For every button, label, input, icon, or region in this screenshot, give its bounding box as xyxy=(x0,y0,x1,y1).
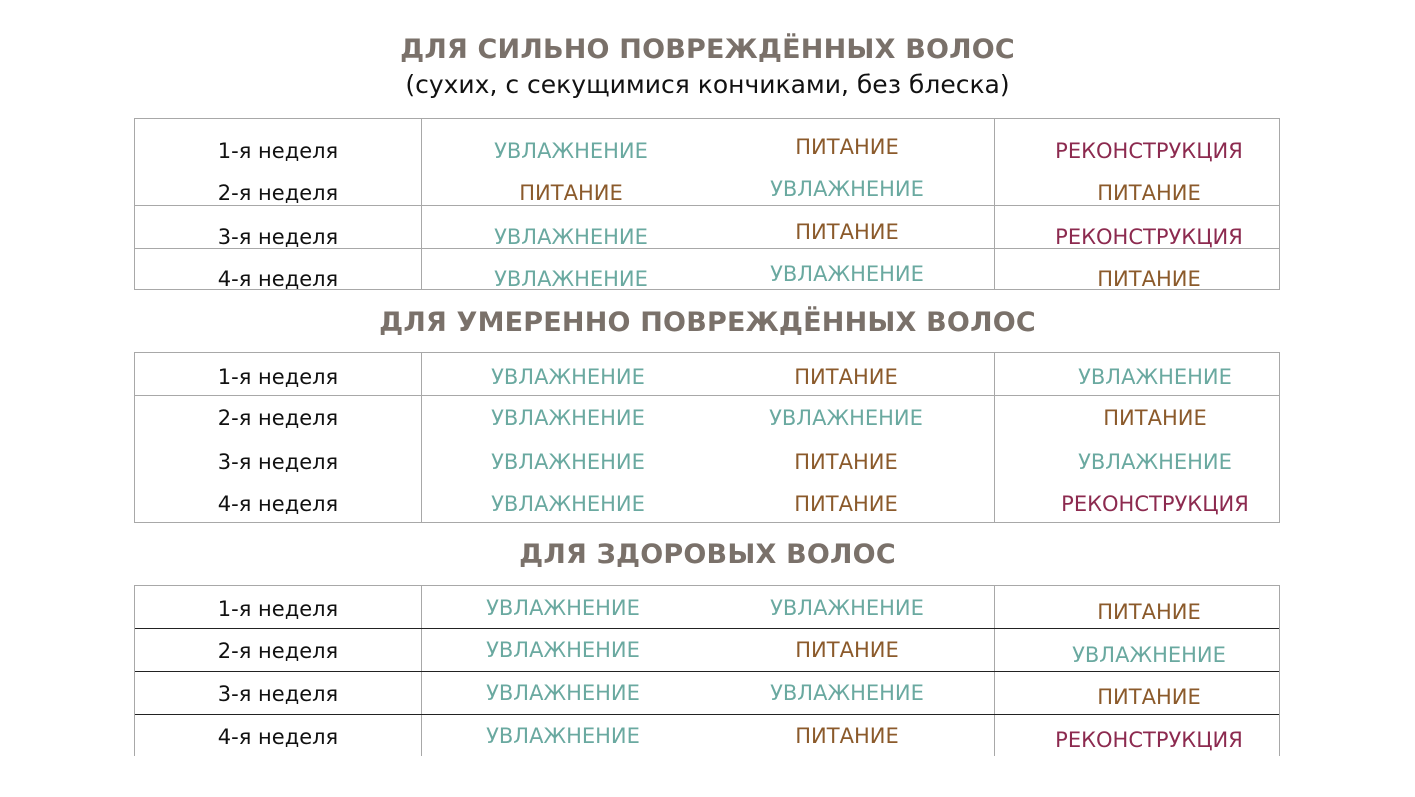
treatment-nutrition: ПИТАНИЕ xyxy=(794,365,898,389)
week-label: 4-я неделя xyxy=(217,492,339,516)
treatment-moisturizing: УВЛАЖНЕНИЕ xyxy=(770,262,924,286)
treatment-moisturizing: УВЛАЖНЕНИЕ xyxy=(494,267,648,291)
treatment-moisturizing: УВЛАЖНЕНИЕ xyxy=(1072,643,1226,667)
week-label: 3-я неделя xyxy=(217,225,339,249)
row-divider xyxy=(135,395,1279,396)
treatment-moisturizing: УВЛАЖНЕНИЕ xyxy=(486,638,640,662)
treatment-reconstruction: РЕКОНСТРУКЦИЯ xyxy=(1061,492,1249,516)
treatment-moisturizing: УВЛАЖНЕНИЕ xyxy=(769,406,923,430)
section-subtitle: (сухих, с секущимися кончиками, без блес… xyxy=(405,70,1010,99)
treatment-nutrition: ПИТАНИЕ xyxy=(1097,600,1201,624)
week-label: 4-я неделя xyxy=(217,267,339,291)
treatment-nutrition: ПИТАНИЕ xyxy=(795,135,899,159)
column-divider xyxy=(421,353,422,522)
row-divider xyxy=(135,248,1279,249)
section-title: ДЛЯ УМЕРЕННО ПОВРЕЖДЁННЫХ ВОЛОС xyxy=(379,307,1036,338)
row-divider xyxy=(135,714,1279,715)
week-label: 2-я неделя xyxy=(217,181,339,205)
section-title: ДЛЯ СИЛЬНО ПОВРЕЖДЁННЫХ ВОЛОС xyxy=(400,34,1015,65)
treatment-moisturizing: УВЛАЖНЕНИЕ xyxy=(770,177,924,201)
column-divider xyxy=(421,119,422,289)
treatment-moisturizing: УВЛАЖНЕНИЕ xyxy=(494,225,648,249)
row-divider xyxy=(135,628,1279,629)
column-divider xyxy=(994,119,995,289)
treatment-moisturizing: УВЛАЖНЕНИЕ xyxy=(491,365,645,389)
treatment-moisturizing: УВЛАЖНЕНИЕ xyxy=(494,139,648,163)
treatment-moisturizing: УВЛАЖНЕНИЕ xyxy=(491,406,645,430)
schedule-table: 1-я неделя УВЛАЖНЕНИЕ УВЛАЖНЕНИЕ ПИТАНИЕ 2-я… xyxy=(134,585,1280,756)
week-label: 3-я неделя xyxy=(217,682,339,706)
treatment-reconstruction: РЕКОНСТРУКЦИЯ xyxy=(1055,139,1243,163)
week-label: 1-я неделя xyxy=(217,597,339,621)
treatment-nutrition: ПИТАНИЕ xyxy=(795,220,899,244)
section-title: ДЛЯ ЗДОРОВЫХ ВОЛОС xyxy=(519,539,896,570)
week-label: 2-я неделя xyxy=(217,639,339,663)
week-label: 3-я неделя xyxy=(217,450,339,474)
treatment-reconstruction: РЕКОНСТРУКЦИЯ xyxy=(1055,728,1243,752)
treatment-moisturizing: УВЛАЖНЕНИЕ xyxy=(486,724,640,748)
treatment-moisturizing: УВЛАЖНЕНИЕ xyxy=(1078,450,1232,474)
treatment-nutrition: ПИТАНИЕ xyxy=(1097,685,1201,709)
column-divider xyxy=(994,353,995,522)
treatment-nutrition: ПИТАНИЕ xyxy=(794,492,898,516)
schedule-table: 1-я неделя УВЛАЖНЕНИЕ ПИТАНИЕ УВЛАЖНЕНИЕ 2-я… xyxy=(134,352,1280,523)
treatment-nutrition: ПИТАНИЕ xyxy=(1097,267,1201,291)
treatment-nutrition: ПИТАНИЕ xyxy=(1103,406,1207,430)
treatment-nutrition: ПИТАНИЕ xyxy=(795,638,899,662)
week-label: 2-я неделя xyxy=(217,406,339,430)
treatment-nutrition: ПИТАНИЕ xyxy=(1097,181,1201,205)
treatment-nutrition: ПИТАНИЕ xyxy=(795,724,899,748)
row-divider xyxy=(135,671,1279,672)
treatment-nutrition: ПИТАНИЕ xyxy=(794,450,898,474)
treatment-moisturizing: УВЛАЖНЕНИЕ xyxy=(491,450,645,474)
week-label: 1-я неделя xyxy=(217,139,339,163)
treatment-moisturizing: УВЛАЖНЕНИЕ xyxy=(486,596,640,620)
treatment-reconstruction: РЕКОНСТРУКЦИЯ xyxy=(1055,225,1243,249)
week-label: 1-я неделя xyxy=(217,365,339,389)
treatment-moisturizing: УВЛАЖНЕНИЕ xyxy=(1078,365,1232,389)
treatment-moisturizing: УВЛАЖНЕНИЕ xyxy=(486,681,640,705)
week-label: 4-я неделя xyxy=(217,725,339,749)
row-divider xyxy=(135,205,1279,206)
treatment-nutrition: ПИТАНИЕ xyxy=(519,181,623,205)
treatment-moisturizing: УВЛАЖНЕНИЕ xyxy=(770,681,924,705)
treatment-moisturizing: УВЛАЖНЕНИЕ xyxy=(770,596,924,620)
schedule-table: 1-я неделя УВЛАЖНЕНИЕ ПИТАНИЕ РЕКОНСТРУКЦИЯ… xyxy=(134,118,1280,291)
treatment-moisturizing: УВЛАЖНЕНИЕ xyxy=(491,492,645,516)
